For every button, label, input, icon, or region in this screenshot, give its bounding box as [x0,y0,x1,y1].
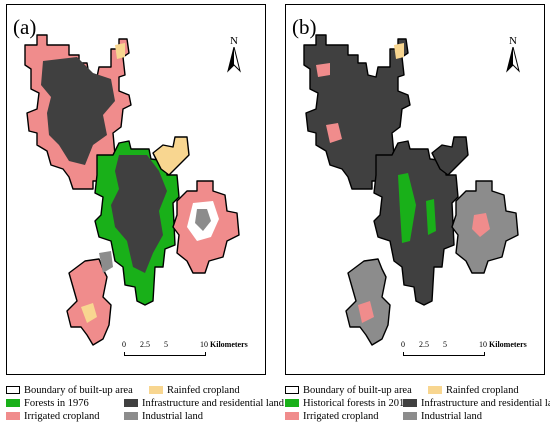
legend-a-item-2: Forests in 1976 [6,397,89,409]
legend-a-swatch-0 [6,386,20,394]
north-arrow-icon [227,46,241,73]
panel-label-a: (a) [13,15,37,39]
legend-a-swatch-5 [124,412,138,420]
legend-b-label-2: Historical forests in 2018 [303,397,410,409]
scale-tick-a-3: 10 [200,340,208,349]
map-a-sw-industrial [99,251,113,273]
north-label-b: N [509,35,517,47]
legend-a-label-5: Industrial land [142,410,203,422]
map-b-north-cropland-2 [316,63,330,77]
legend-b-label-3: Infrastructure and residential land [421,397,550,409]
scale-tick-a-1: 2.5 [140,340,150,349]
scale-tick-b-2: 5 [443,340,447,349]
legend-b-label-4: Irrigated cropland [303,410,379,422]
legend-a-label-0: Boundary of built-up area [24,384,133,396]
legend-b-swatch-2 [285,399,299,407]
legend-b-label-1: Rainfed cropland [446,384,519,396]
scale-bar-a: 0 2.5 5 10 Kilometers [120,340,260,368]
map-a-residential-core [41,57,115,165]
legend-a-item-5: Industrial land [124,410,203,422]
legend-a-item-3: Infrastructure and residential land [124,397,284,409]
legend-b-item-1: Rainfed cropland [428,384,519,396]
legend-b-swatch-4 [285,412,299,420]
map-a-east-industrial [195,209,211,231]
legend-a-item-1: Rainfed cropland [149,384,240,396]
legend-a: Boundary of built-up area Rainfed cropla… [6,384,284,424]
map-b-ne-spur [431,136,469,176]
map-b-central-body [373,140,459,306]
map-b-land-use [303,34,519,346]
map-a-ne-spur [152,136,190,176]
scale-tick-b-0: 0 [401,340,405,349]
map-b-north-rainfed [394,43,404,59]
legend-a-label-2: Forests in 1976 [24,397,89,409]
map-panel-a: (a) N 0 2.5 5 10 Kilometers [6,4,266,375]
legend-b-swatch-0 [285,386,299,394]
legend-a-label-4: Irrigated cropland [24,410,100,422]
legend-b-item-2: Historical forests in 2018 [285,397,409,409]
legend-b-label-5: Industrial land [421,410,482,422]
north-arrow-icon [506,46,520,73]
legend-b-item-5: Industrial land [403,410,482,422]
legend-b-label-0: Boundary of built-up area [303,384,412,396]
legend-b-swatch-3 [403,399,417,407]
scale-bar-b: 0 2.5 5 10 Kilometers [399,340,539,368]
legend-a-swatch-1 [149,386,163,394]
map-b-sw-cropland [358,301,374,323]
scale-unit-a: Kilometers [210,340,248,349]
map-b-forest-strip [398,173,416,243]
scale-unit-b: Kilometers [489,340,527,349]
legend-a-swatch-4 [6,412,20,420]
north-arrow-a: N [225,35,243,78]
map-b-forest-strip-2 [426,199,436,235]
map-b-north-lobe [303,34,411,190]
legend-a-swatch-2 [6,399,20,407]
legend-b-item-3: Infrastructure and residential land [403,397,550,409]
map-a-sw-cropland [81,303,97,323]
legend-a-label-1: Rainfed cropland [167,384,240,396]
legend-b-swatch-5 [403,412,417,420]
legend-b: Boundary of built-up area Rainfed cropla… [285,384,550,424]
scale-line-b [403,352,485,356]
scale-tick-a-2: 5 [164,340,168,349]
map-a-north-rainfed [115,43,125,59]
legend-a-label-3: Infrastructure and residential land [142,397,284,409]
legend-a-item-4: Irrigated cropland [6,410,100,422]
scale-line-a [124,352,206,356]
north-label-a: N [230,35,238,47]
map-a-central-residential [111,155,167,273]
legend-b-item-0: Boundary of built-up area [285,384,412,396]
map-a-land-use [24,34,240,346]
scale-tick-a-0: 0 [122,340,126,349]
legend-a-swatch-3 [124,399,138,407]
map-b-east-cropland [472,213,490,237]
legend-b-swatch-1 [428,386,442,394]
legend-b-item-4: Irrigated cropland [285,410,379,422]
scale-tick-b-1: 2.5 [419,340,429,349]
panel-label-b: (b) [292,15,317,39]
north-arrow-b: N [504,35,522,78]
map-panel-b: (b) N 0 2.5 5 10 Kilometers [285,4,545,375]
scale-tick-b-3: 10 [479,340,487,349]
map-b-north-cropland [326,123,342,143]
legend-a-item-0: Boundary of built-up area [6,384,133,396]
